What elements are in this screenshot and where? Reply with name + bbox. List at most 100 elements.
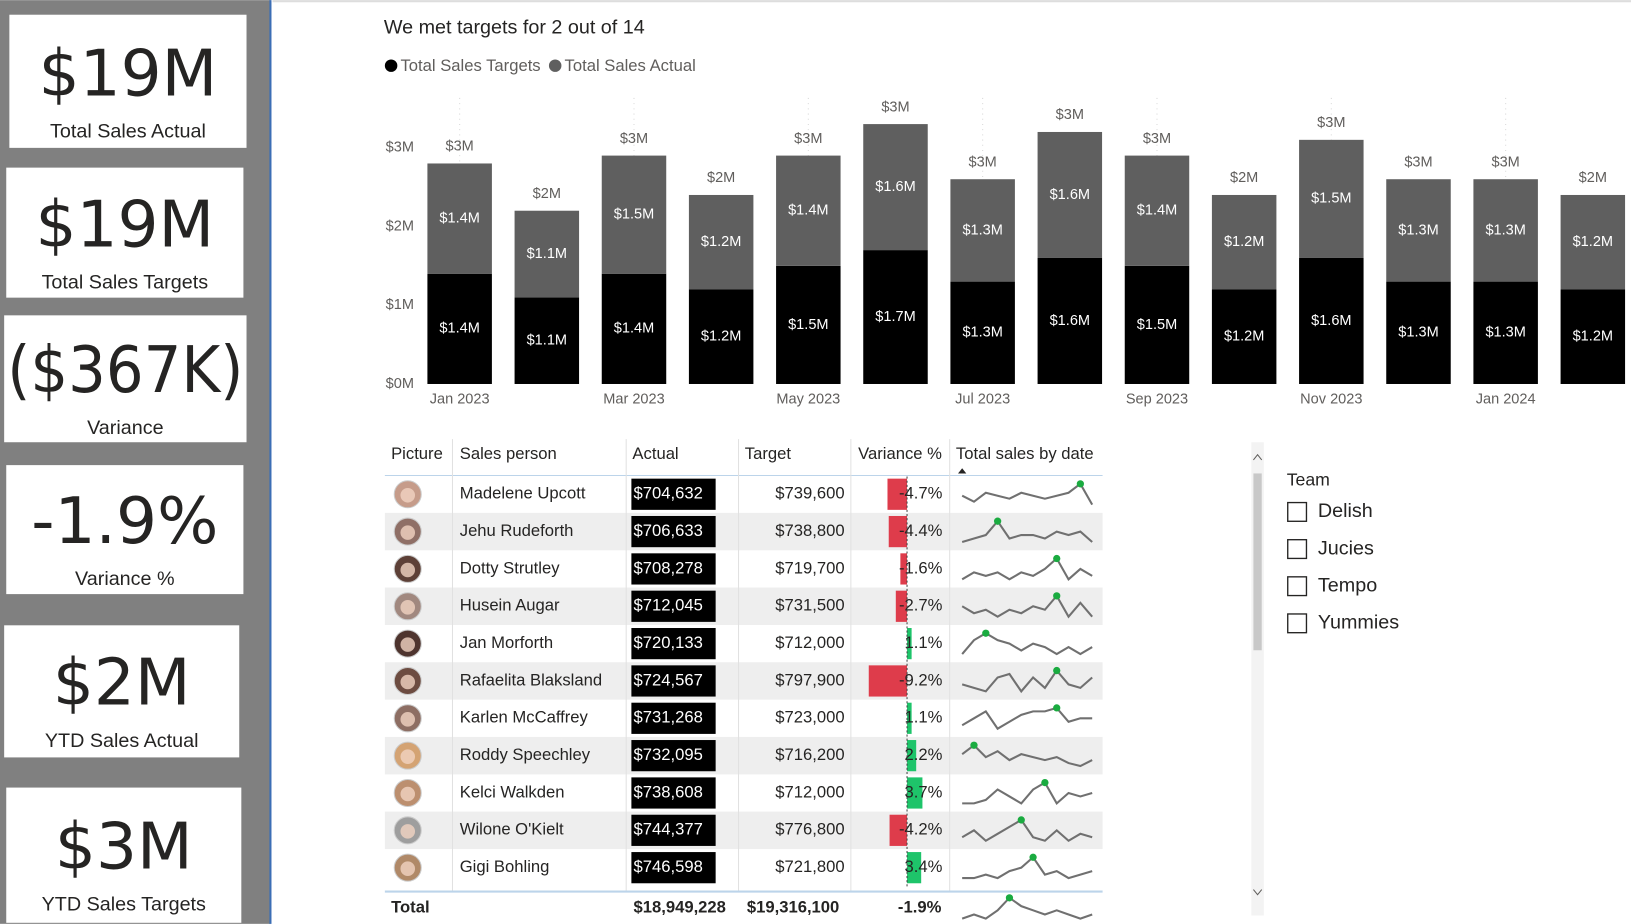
actual: $704,632 [633,484,702,503]
slicer-option[interactable]: Jucies [1318,537,1374,559]
target: $721,800 [775,857,844,876]
variance-pct: -4.7% [899,484,943,503]
bar-segment [1560,194,1626,290]
total-label: $3M [445,139,473,155]
bar-segment [1386,281,1451,384]
actual: $706,633 [633,521,702,540]
slicer-title: Team [1287,469,1330,489]
variance-pct: -4.4% [899,521,943,540]
avatar-face [400,712,416,727]
actual-bar [631,740,716,772]
sparkline [961,519,1093,543]
sales-person[interactable]: Rafaelita Blaksland [460,670,602,689]
kpi-label: YTD Sales Targets [42,893,206,915]
target: $731,500 [775,596,844,615]
variance-pct: 1.1% [904,633,942,652]
sales-person[interactable]: Karlen McCaffrey [460,708,589,727]
legend-marker [548,59,562,72]
column-header[interactable]: Picture [391,444,443,463]
sales-person[interactable]: Gigi Bohling [460,857,550,876]
bar-segment [776,155,841,266]
sparkline-peak [970,741,978,749]
data-label: $1.2M [1224,329,1264,345]
scroll-down[interactable] [1253,889,1263,896]
target: $723,000 [775,708,844,727]
sales-person[interactable]: Jehu Rudeforth [460,521,574,540]
actual: $732,095 [633,745,702,764]
column-header[interactable]: Actual [632,444,678,463]
x-tick-label: Sep 2023 [1126,391,1188,407]
total-label: $3M [794,131,822,147]
sparkline-peak [993,517,1002,525]
checkbox[interactable] [1287,501,1308,522]
scroll-up[interactable] [1253,453,1263,461]
row-band [384,512,1103,551]
checkbox[interactable] [1287,539,1308,560]
checkbox[interactable] [1287,576,1308,597]
variance-pct: 3.4% [904,857,942,876]
total-label: $3M [1492,154,1520,170]
kpi-value: $3M [55,810,193,885]
data-label: $1.5M [1311,191,1351,207]
total-label: $3M [881,99,909,115]
total-label: $3M [1404,154,1432,170]
variance-pct: -1.6% [899,558,943,577]
sort-indicator [958,468,967,474]
actual-bar [631,777,716,809]
sales-person[interactable]: Madelene Upcott [460,484,586,503]
data-label: $1.3M [1485,325,1525,341]
variance-pct: -4.2% [899,820,943,839]
kpi-card [9,14,247,148]
variance-bar [895,590,908,622]
kpi-card [6,167,244,298]
checkbox[interactable] [1287,613,1308,634]
row-band [384,587,1103,625]
bar-segment [1124,155,1190,266]
data-label: $1.2M [701,329,741,345]
column-header[interactable]: Sales person [460,444,557,463]
sparkline [961,818,1093,843]
avatar-face [400,674,416,690]
column-header[interactable]: Variance % [858,444,942,463]
sparkline [962,855,1093,880]
data-label: $1.4M [439,210,479,226]
variance-bar [887,478,908,510]
bar-segment [1124,265,1190,384]
variance-bar [889,814,908,846]
actual-bar [631,553,716,585]
total-label: $3M [1056,107,1084,123]
bar-segment [427,163,492,274]
kpi-value: ($367K) [7,333,243,408]
target: $776,800 [775,820,844,839]
sales-person[interactable]: Wilone O'Kielt [460,820,564,839]
kpi-label: Total Sales Targets [42,271,209,293]
variance-pct: 3.7% [904,782,942,801]
data-label: $1.1M [527,246,567,262]
bar-segment [427,273,492,384]
actual-bar [631,515,716,548]
sales-person[interactable]: Roddy Speechley [460,745,591,764]
slicer-option[interactable]: Tempo [1318,574,1377,596]
column-header[interactable]: Target [745,444,792,463]
data-label: $1.2M [701,234,741,250]
scrollbar-thumb[interactable] [1253,473,1262,651]
variance-pct: 2.2% [904,745,942,764]
data-label: $1.6M [1050,313,1090,329]
column-header[interactable]: Total sales by date [956,444,1094,463]
target: $719,700 [775,558,844,577]
avatar-face [400,786,416,802]
actual-bar [631,814,716,846]
sales-person[interactable]: Dotty Strutley [460,558,560,577]
sparkline [961,706,1093,731]
sales-person[interactable]: Kelci Walkden [460,782,565,801]
actual: $712,045 [633,596,702,615]
bar-segment [1299,257,1364,384]
sales-person[interactable]: Husein Augar [460,596,560,615]
total-label: $2M [1230,170,1258,186]
avatar-face [400,861,416,876]
slicer-option[interactable]: Yummies [1318,612,1399,634]
slicer-option[interactable]: Delish [1318,500,1373,522]
row-band [384,662,1103,700]
bar-segment [1037,257,1103,384]
sales-person[interactable]: Jan Morforth [460,633,553,652]
